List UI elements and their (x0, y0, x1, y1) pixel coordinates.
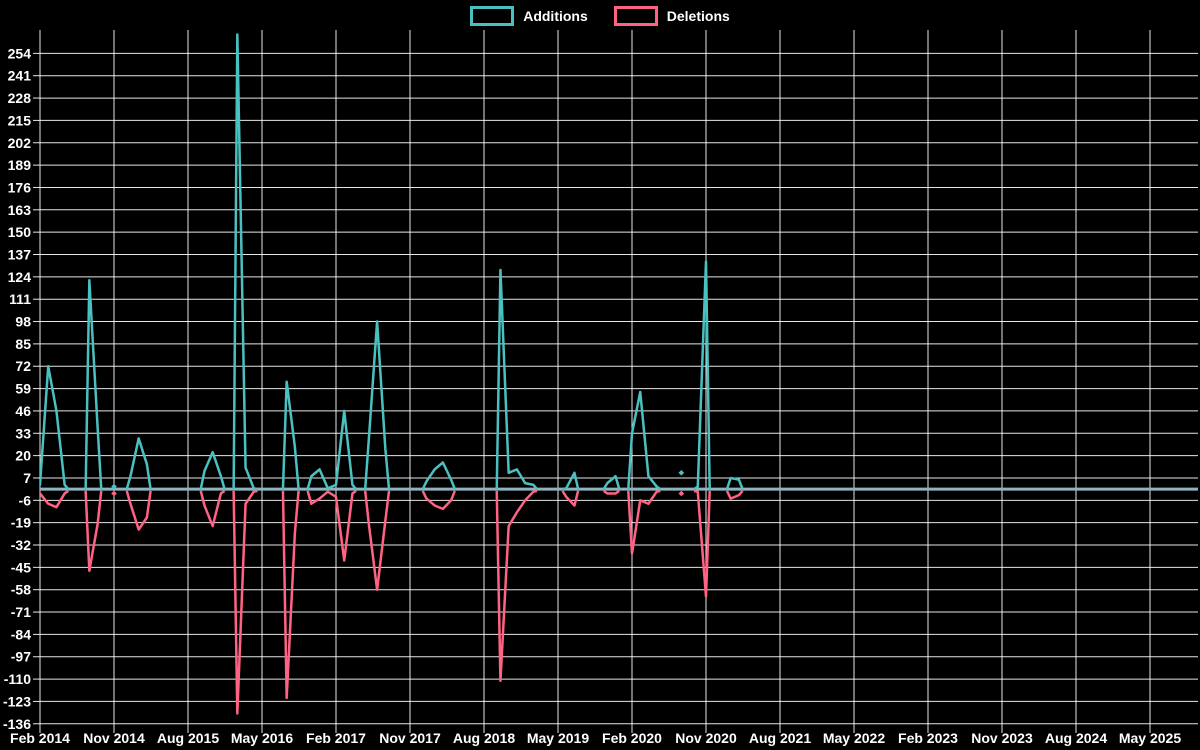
y-tick-label: -123 (3, 693, 31, 709)
legend-label-deletions: Deletions (666, 8, 730, 24)
x-tick-label: Aug 2021 (749, 730, 811, 746)
y-tick-label: 241 (8, 68, 32, 84)
deletions-point (111, 490, 117, 497)
x-tick-label: May 2022 (823, 730, 885, 746)
y-tick-label: 20 (15, 448, 31, 464)
additions-line (693, 260, 711, 491)
deletions-line (199, 489, 226, 528)
additions-line (84, 279, 103, 490)
y-tick-label: 163 (8, 202, 32, 218)
deletions-line (561, 490, 580, 507)
x-tick-label: Aug 2018 (453, 730, 515, 746)
y-tick-label: 111 (9, 291, 31, 307)
deletions-line (693, 489, 711, 598)
y-tick-label: -110 (4, 671, 31, 687)
additions-line (40, 364, 70, 490)
deletions-swatch (613, 6, 658, 26)
y-tick-label: 59 (15, 381, 31, 397)
deletions-line (84, 490, 103, 573)
y-tick-label: -136 (3, 716, 31, 732)
additions-line (199, 450, 226, 490)
additions-line (602, 474, 621, 490)
y-tick-label: -58 (11, 582, 31, 598)
y-tick-label: 46 (15, 403, 31, 419)
y-tick-label: 202 (8, 135, 32, 151)
additions-series (40, 33, 744, 491)
y-tick-label: -19 (11, 515, 31, 531)
additions-line (627, 390, 662, 491)
chart-legend: Additions Deletions (0, 6, 1200, 26)
legend-item-additions[interactable]: Additions (470, 6, 588, 26)
additions-line (125, 437, 152, 490)
y-tick-label: 254 (8, 45, 32, 61)
x-tick-label: May 2025 (1119, 730, 1181, 746)
deletions-line (125, 490, 152, 531)
additions-point (678, 469, 685, 476)
additions-line (232, 33, 258, 491)
y-tick-label: -45 (11, 559, 31, 575)
y-tick-label: 85 (15, 336, 31, 352)
y-tick-label: 124 (8, 269, 32, 285)
y-tick-label: 137 (8, 246, 32, 262)
deletions-line (725, 490, 744, 500)
x-tick-label: May 2016 (231, 730, 293, 746)
deletions-line (232, 489, 258, 715)
x-tick-label: Aug 2015 (157, 730, 219, 746)
x-tick-label: Aug 2024 (1045, 730, 1107, 746)
x-tick-label: Feb 2014 (10, 730, 70, 746)
additions-line (363, 320, 391, 490)
legend-label-additions: Additions (523, 8, 588, 24)
x-tick-label: Feb 2020 (602, 730, 662, 746)
x-tick-label: May 2019 (527, 730, 589, 746)
additions-line (495, 268, 538, 490)
additions-point (111, 483, 117, 490)
y-tick-label: -6 (19, 492, 32, 508)
deletions-point (678, 490, 685, 497)
x-tick-label: Nov 2020 (675, 730, 737, 746)
y-tick-label: 228 (8, 90, 32, 106)
y-tick-label: 72 (15, 358, 31, 374)
y-tick-label: 189 (8, 157, 32, 173)
y-tick-label: -84 (11, 626, 31, 642)
deletions-line (281, 490, 300, 700)
deletions-line (363, 490, 391, 591)
y-tick-label: 7 (23, 470, 31, 486)
additions-line (421, 461, 456, 490)
x-tick-label: Feb 2023 (898, 730, 958, 746)
additions-line (562, 471, 580, 491)
additions-line (725, 476, 744, 490)
x-tick-label: Nov 2017 (379, 730, 441, 746)
y-tick-label: -97 (11, 649, 31, 665)
y-tick-label: -32 (11, 537, 31, 553)
x-tick-label: Feb 2017 (306, 730, 366, 746)
y-tick-label: 150 (8, 224, 32, 240)
y-tick-label: -71 (11, 604, 31, 620)
y-tick-label: 215 (8, 112, 32, 128)
deletions-line (602, 489, 620, 495)
deletions-line (306, 489, 357, 562)
deletions-series (40, 489, 744, 715)
x-tick-label: Nov 2023 (971, 730, 1033, 746)
additions-swatch (470, 6, 515, 26)
y-tick-label: 33 (15, 425, 31, 441)
deletions-line (40, 489, 70, 509)
additions-line (306, 409, 358, 490)
deletions-line (627, 489, 661, 555)
deletions-line (421, 490, 456, 511)
additions-line (281, 380, 300, 490)
x-tick-label: Nov 2014 (83, 730, 145, 746)
deletions-line (495, 489, 538, 683)
legend-item-deletions[interactable]: Deletions (613, 6, 730, 26)
y-tick-label: 176 (8, 179, 32, 195)
y-tick-label: 98 (15, 314, 31, 330)
